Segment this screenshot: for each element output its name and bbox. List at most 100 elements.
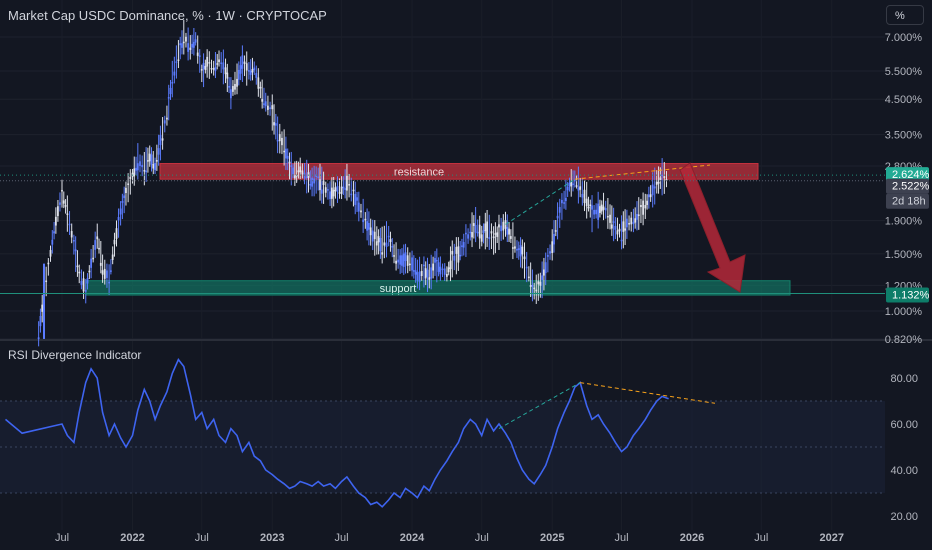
price-axis-label: 4.500% bbox=[885, 94, 923, 106]
rsi-band-fill bbox=[0, 401, 885, 493]
price-candle-body bbox=[206, 56, 209, 67]
price-candle-body bbox=[414, 270, 417, 275]
price-candle-body bbox=[514, 246, 516, 249]
unit-toggle-button[interactable]: % bbox=[886, 5, 924, 25]
price-candle-body bbox=[154, 163, 156, 171]
price-candle-body bbox=[51, 239, 54, 245]
price-candle-body bbox=[297, 170, 300, 173]
price-candle-body bbox=[543, 269, 545, 276]
price-candle-body bbox=[255, 73, 258, 78]
price-candle-body bbox=[566, 186, 569, 191]
price-candle-body bbox=[147, 160, 149, 162]
price-candle-body bbox=[106, 270, 108, 278]
price-candle-body bbox=[226, 72, 229, 79]
price-candle-body bbox=[285, 148, 287, 159]
price-candle-body bbox=[189, 47, 192, 50]
price-candle-body bbox=[482, 230, 485, 233]
price-candle-body bbox=[166, 117, 168, 120]
price-candle-body bbox=[135, 167, 137, 171]
price-candle-body bbox=[406, 255, 409, 266]
price-candle-body bbox=[401, 255, 403, 266]
price-candle-body bbox=[655, 181, 658, 185]
price-candle-body bbox=[108, 281, 111, 284]
price-candle-body bbox=[295, 175, 298, 177]
price-candle-body bbox=[647, 194, 650, 198]
price-candle-body bbox=[563, 202, 565, 204]
price-candle-body bbox=[234, 84, 236, 90]
price-candle-body bbox=[539, 281, 542, 286]
price-candle-body bbox=[94, 240, 97, 250]
resistance-price-tag-bg bbox=[886, 167, 929, 183]
price-axis-label: 1.500% bbox=[885, 249, 923, 261]
price-candle-body bbox=[443, 268, 446, 275]
price-candle-body bbox=[570, 181, 573, 187]
price-candle-body bbox=[599, 206, 601, 213]
price-axis-label: 5.500% bbox=[885, 66, 923, 78]
price-candle-body bbox=[78, 271, 81, 274]
price-candle-body bbox=[125, 187, 127, 194]
price-candle-body bbox=[212, 68, 215, 70]
price-candle-body bbox=[546, 255, 549, 257]
price-candle-body bbox=[455, 246, 458, 254]
price-candle-body bbox=[145, 170, 148, 173]
price-candle-body bbox=[519, 245, 522, 257]
price-axis-label: 1.900% bbox=[885, 216, 923, 228]
price-candle-body bbox=[216, 63, 219, 65]
price-candle-body bbox=[115, 228, 118, 239]
price-candle-body bbox=[449, 260, 452, 270]
price-candle-body bbox=[377, 236, 380, 243]
price-candle-body bbox=[299, 166, 302, 173]
price-candle-body bbox=[336, 186, 339, 192]
price-candle-body bbox=[167, 97, 170, 99]
price-candle-body bbox=[486, 221, 489, 238]
price-candle-body bbox=[286, 155, 289, 159]
price-candle-body bbox=[117, 216, 120, 221]
price-candle-body bbox=[66, 213, 69, 215]
current-price-tag-bg bbox=[886, 178, 929, 194]
price-candle-body bbox=[367, 222, 370, 230]
price-candle-body bbox=[344, 188, 347, 190]
price-candle-body bbox=[148, 153, 151, 162]
price-candle-body bbox=[459, 254, 462, 257]
price-candle-body bbox=[416, 272, 419, 281]
rsi-bullish-divergence bbox=[498, 382, 581, 430]
price-candle-body bbox=[474, 225, 477, 233]
price-candle-body bbox=[324, 187, 327, 193]
price-candle-body bbox=[602, 206, 605, 210]
price-candle-body bbox=[506, 226, 509, 235]
price-candle-body bbox=[269, 107, 271, 109]
price-candle-body bbox=[182, 41, 185, 44]
price-candle-body bbox=[661, 174, 664, 177]
price-candle-body bbox=[259, 86, 262, 89]
price-candle-body bbox=[484, 223, 487, 232]
price-candle-body bbox=[537, 281, 540, 285]
price-candle-body bbox=[159, 134, 162, 146]
price-candle-body bbox=[80, 281, 83, 285]
price-candle-body bbox=[462, 242, 465, 248]
price-candle-body bbox=[200, 69, 203, 71]
price-candle-body bbox=[103, 268, 106, 279]
price-candle-body bbox=[224, 67, 227, 75]
price-candle-body bbox=[490, 231, 493, 234]
price-candle-body bbox=[241, 55, 244, 69]
price-candle-body bbox=[173, 71, 176, 76]
price-candle-body bbox=[327, 189, 329, 191]
price-candle-body bbox=[465, 232, 467, 235]
price-candle-body bbox=[551, 241, 554, 254]
price-axis-label: 0.820% bbox=[885, 334, 923, 346]
price-candle-body bbox=[630, 217, 633, 225]
price-candle-body bbox=[492, 236, 495, 239]
price-candle-body bbox=[395, 260, 397, 264]
price-candle-body bbox=[68, 223, 71, 226]
price-candle-body bbox=[301, 170, 304, 175]
price-candle-body bbox=[488, 237, 491, 239]
time-axis-label: 2027 bbox=[820, 532, 844, 544]
price-candle-body bbox=[568, 182, 571, 187]
rsi-axis-label: 20.00 bbox=[890, 511, 918, 523]
price-candle-body bbox=[411, 257, 413, 271]
price-candle-body bbox=[155, 160, 158, 162]
price-candle-body bbox=[86, 278, 89, 284]
price-candle-body bbox=[556, 215, 559, 219]
price-candle-body bbox=[276, 139, 279, 142]
